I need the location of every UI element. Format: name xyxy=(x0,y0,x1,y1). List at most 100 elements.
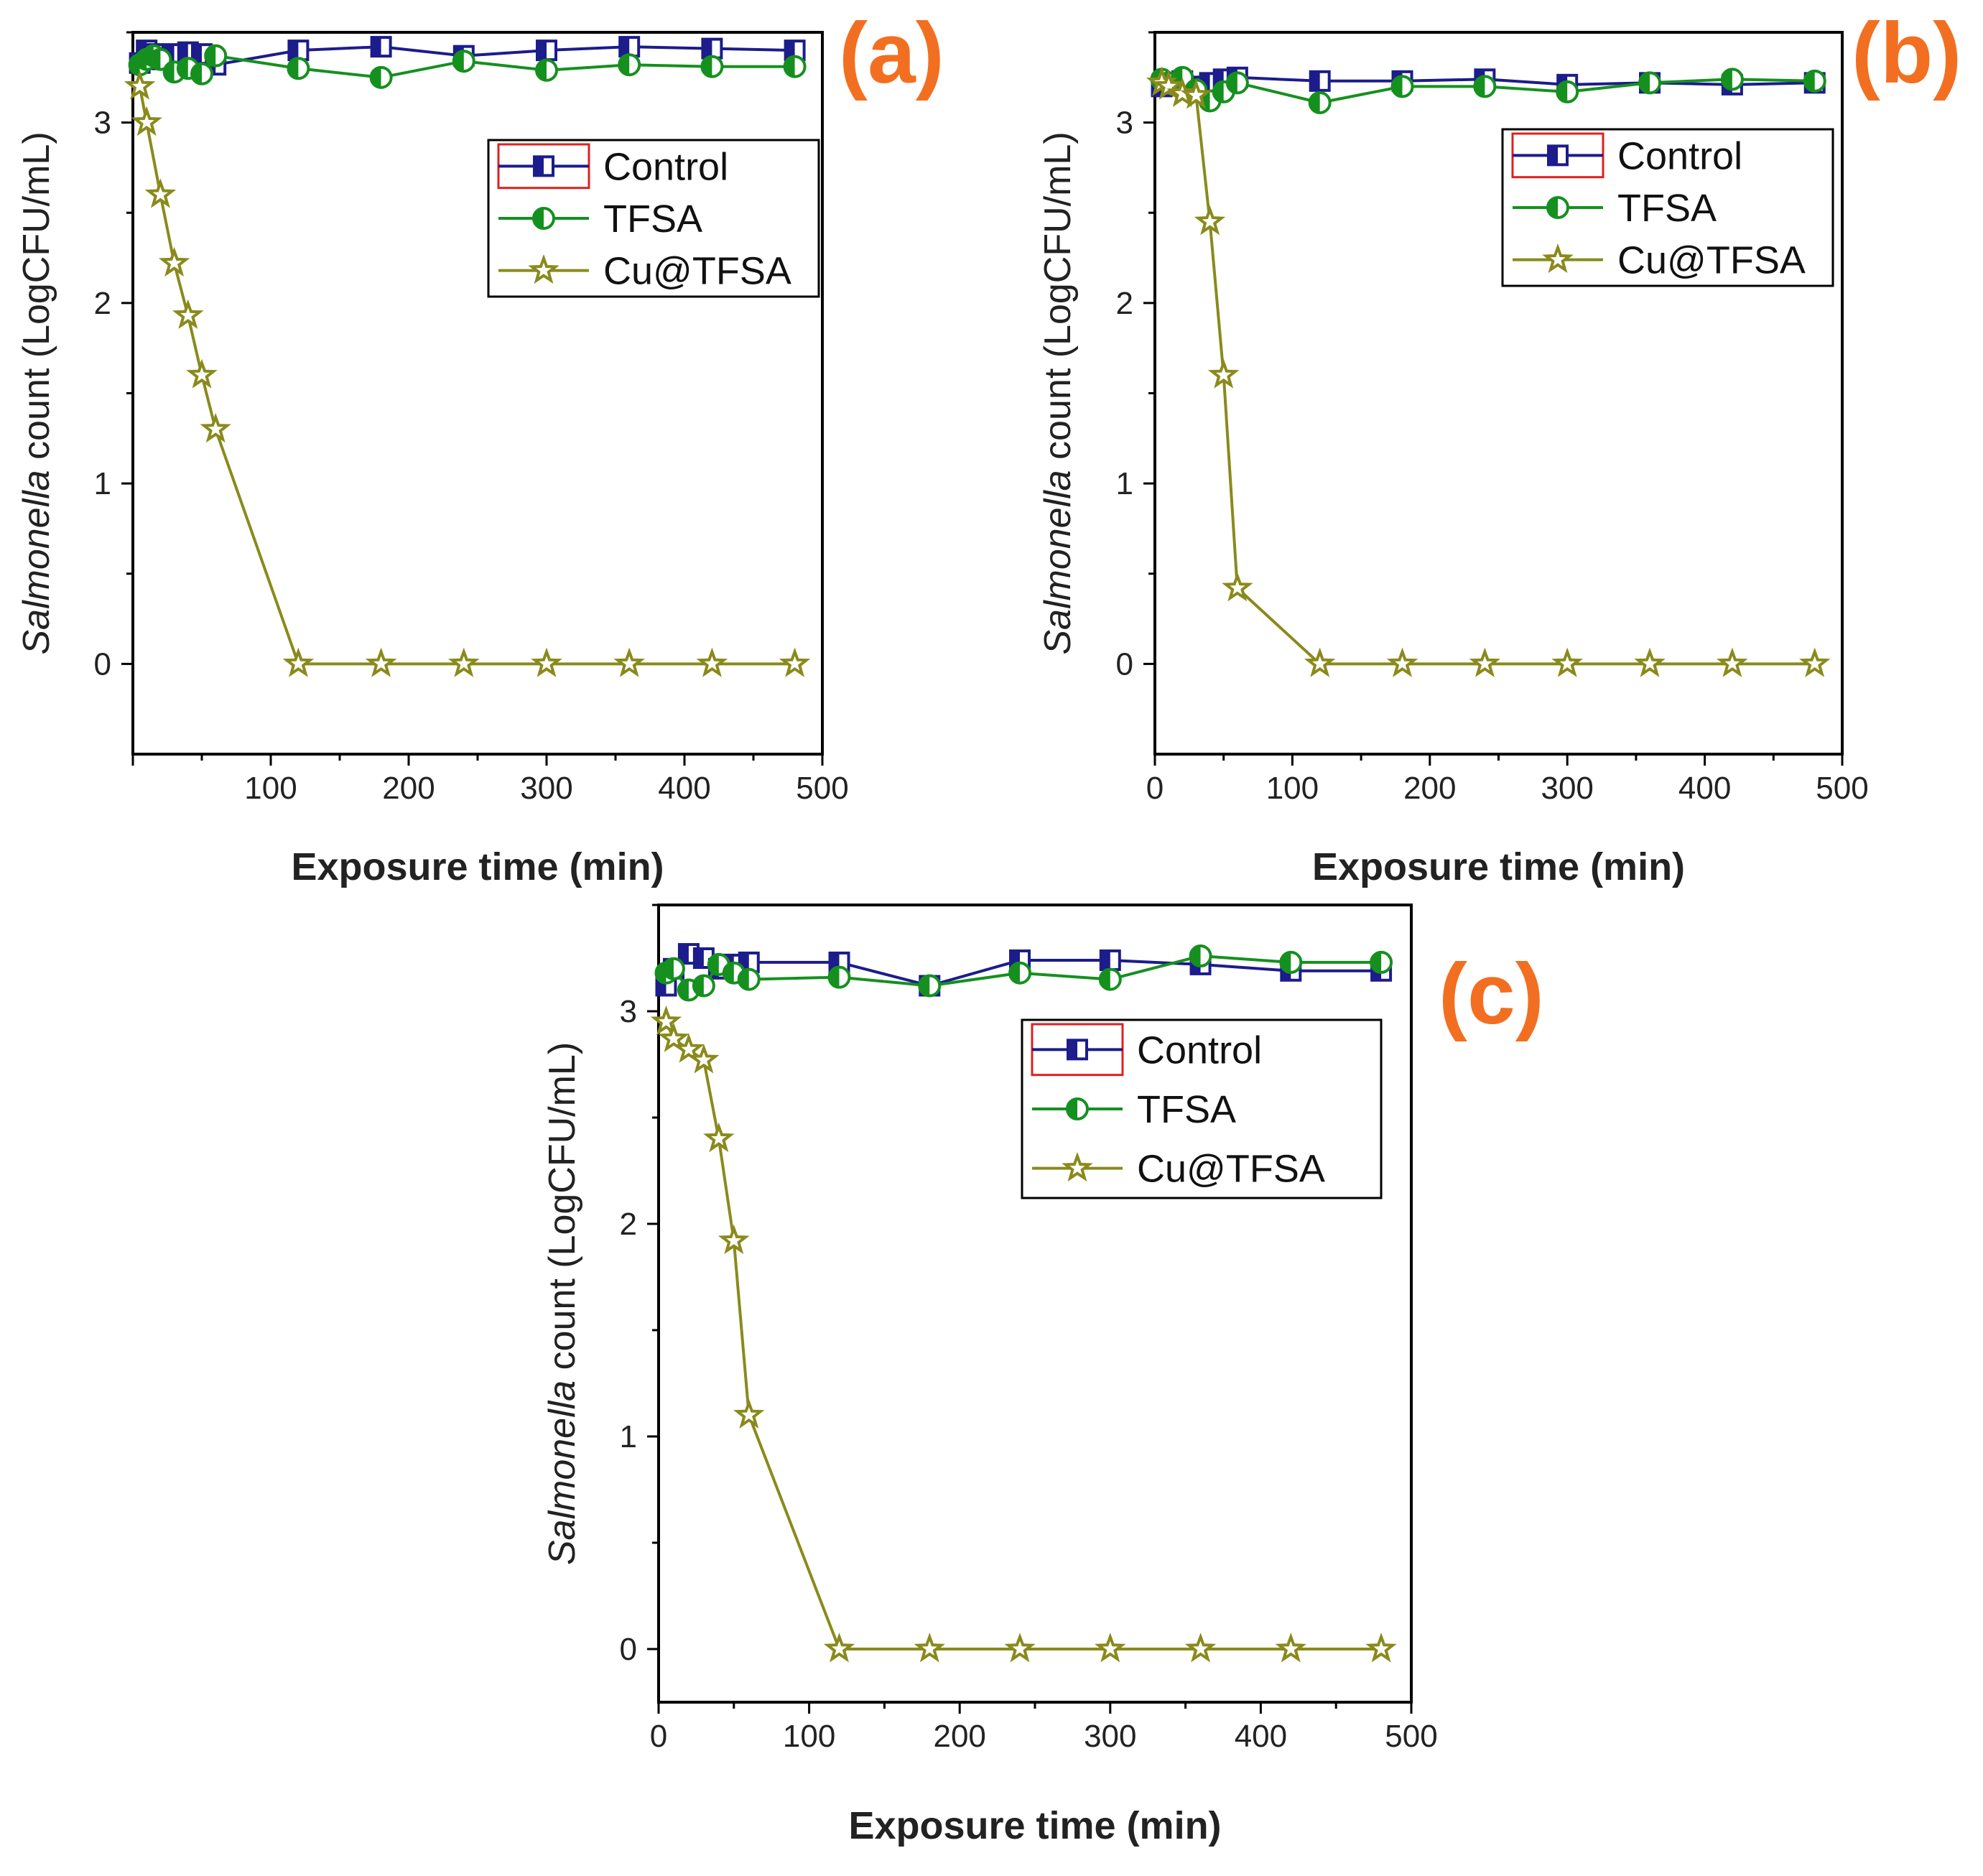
panel-b-tfsa-point-fill xyxy=(1640,73,1650,93)
panel-b-tfsa-point-fill xyxy=(1227,73,1237,93)
panel-b-x-tick-label: 100 xyxy=(1266,771,1319,806)
panel-a-legend-control-marker-fill xyxy=(534,157,544,176)
panel-a-cu-tfsa-point xyxy=(144,178,177,208)
panel-a-series-cu-tfsa xyxy=(124,70,811,677)
panel-b-y-tick-label: 2 xyxy=(1116,286,1133,321)
panel-b-cu-tfsa-point xyxy=(1799,647,1831,677)
panel-c-cu-tfsa-point xyxy=(1004,1633,1036,1663)
panel-b-legend-cu-tfsa-marker xyxy=(1542,243,1574,274)
panel-c-tfsa-point-fill xyxy=(1190,946,1201,967)
panel-c-tfsa-point-fill xyxy=(678,980,689,1000)
panel-c-y-axis-title-rest: count (LogCFU/mL) xyxy=(542,1042,583,1380)
panel-c-chart: 0 100 200 300 400 500 0 1 2 3 Exposure time (min) S… xyxy=(542,904,1544,1847)
panel-c-legend-control-marker-fill xyxy=(1068,1040,1077,1059)
panel-a-tfsa-point-fill xyxy=(288,58,299,79)
panel-c-tfsa-point-fill xyxy=(663,958,674,979)
panel-a-y-tick-label: 2 xyxy=(94,286,111,321)
panel-c-control-point-fill xyxy=(694,949,704,967)
panel-a-tfsa-point-fill xyxy=(150,49,161,70)
panel-c-tfsa-point-fill xyxy=(723,962,734,983)
panel-b-x-tick-label: 300 xyxy=(1541,771,1593,806)
panel-a-y-axis-title-rest: count (LogCFU/mL) xyxy=(16,131,57,470)
panel-c-cu-tfsa-point xyxy=(658,1022,689,1052)
panel-c-y-tick-label: 0 xyxy=(620,1632,637,1667)
panel-b-tfsa-point-fill xyxy=(1475,76,1485,97)
panel-b-cu-tfsa-point xyxy=(1304,647,1336,677)
panel-b-cu-tfsa-point xyxy=(1166,77,1198,107)
panel-a-cu-tfsa-point xyxy=(131,106,162,136)
panel-a-legend-tfsa-label: TFSA xyxy=(603,198,702,241)
panel-a-cu-tfsa-point xyxy=(282,647,315,677)
panel-b-y-axis-title: Salmonella count (LogCFU/mL) xyxy=(1037,131,1079,654)
panel-a-tfsa-point-fill xyxy=(453,51,464,72)
panel-c-legend-cu-tfsa-label: Cu@TFSA xyxy=(1137,1148,1325,1191)
panel-c-label: (c) xyxy=(1439,946,1544,1042)
panel-a-control-point-fill xyxy=(371,37,381,57)
panel-a-x-tick-label: 100 xyxy=(244,771,297,806)
panel-b-y-axis-title-rest: count (LogCFU/mL) xyxy=(1037,131,1079,470)
panel-b-legend-tfsa-marker-fill xyxy=(1548,198,1558,218)
panel-a-cu-tfsa-point xyxy=(613,647,645,677)
panel-c-legend-control-label: Control xyxy=(1137,1028,1262,1072)
panel-b-cu-tfsa-point xyxy=(1469,647,1501,677)
panel-b-legend: Control TFSA Cu@TFSA xyxy=(1501,128,1834,287)
panel-b-legend-cu-tfsa-label: Cu@TFSA xyxy=(1617,239,1806,282)
panel-c-tfsa-point-fill xyxy=(1281,952,1291,972)
panel-b-cu-tfsa-point xyxy=(1207,358,1240,389)
panel-c-cu-tfsa-point xyxy=(823,1633,855,1663)
panel-a-cu-tfsa-point xyxy=(200,412,231,443)
panel-a-tfsa-point-fill xyxy=(702,56,712,77)
panel-c-y-axis-title-italic: Salmonella xyxy=(542,1380,583,1565)
panel-c-tfsa-point-fill xyxy=(829,967,840,988)
panel-c-series-cu-tfsa xyxy=(650,1005,1397,1663)
panel-c-x-tick-label: 0 xyxy=(650,1719,667,1754)
panel-a-tfsa-point-fill xyxy=(205,45,216,66)
panel-a-cu-tfsa-point xyxy=(365,647,397,677)
panel-a-cu-tfsa-point xyxy=(172,299,204,329)
panel-b-y-tick-label: 0 xyxy=(1116,646,1133,682)
panel-a-y-tick-label: 3 xyxy=(94,106,111,141)
panel-a-control-point-fill xyxy=(537,41,547,60)
panel-c-cu-tfsa-point xyxy=(718,1224,750,1255)
panel-a-tfsa-point-fill xyxy=(177,58,188,79)
panel-b-cu-tfsa-point xyxy=(1717,647,1748,677)
panel-a-y-tick-label: 0 xyxy=(94,646,111,682)
panel-b-y-axis-title-italic: Salmonella xyxy=(1037,470,1079,654)
panel-b-control-point-fill xyxy=(1310,71,1320,90)
panel-c-tfsa-point-fill xyxy=(738,969,749,990)
panel-b-legend-control-marker-fill xyxy=(1548,146,1558,165)
panel-a-tfsa-point-fill xyxy=(537,60,547,80)
panel-a-control-point-fill xyxy=(702,39,712,58)
panel-b-cu-tfsa-point xyxy=(1194,205,1226,236)
panel-a-cu-tfsa-line xyxy=(138,86,795,666)
panel-a-tfsa-point-fill xyxy=(164,62,175,83)
panel-c-control-point-fill xyxy=(679,944,689,964)
panel-c-x-tick-label: 500 xyxy=(1385,1719,1437,1754)
panel-c-cu-tfsa-point xyxy=(1275,1633,1307,1663)
panel-c-tfsa-point-fill xyxy=(1371,952,1382,972)
panel-a-control-point-fill xyxy=(289,41,299,60)
panel-c-legend-tfsa-marker-fill xyxy=(1067,1099,1077,1119)
panel-c-x-tick-label: 300 xyxy=(1084,1719,1136,1754)
panel-a-x-tick-label: 400 xyxy=(658,771,710,806)
panel-a-legend: Control TFSA Cu@TFSA xyxy=(487,139,820,298)
panel-b-series-cu-tfsa xyxy=(1146,66,1831,677)
panel-a-cu-tfsa-point xyxy=(124,70,156,100)
panel-a-y-tick-label: 1 xyxy=(94,466,111,501)
panel-a-tfsa-point-fill xyxy=(784,56,795,77)
panel-a-cu-tfsa-point xyxy=(448,647,480,677)
panel-a-cu-tfsa-point xyxy=(158,246,190,277)
panel-a-tfsa-point-fill xyxy=(192,63,202,84)
panel-c-cu-tfsa-point xyxy=(650,1005,682,1036)
panel-c-tfsa-point-fill xyxy=(1010,962,1021,983)
panel-b-cu-tfsa-point xyxy=(1222,572,1253,602)
panel-a-chart: 100 200 300 400 500 0 1 2 3 Exposure time (min) Sa… xyxy=(16,5,944,888)
panel-b-label: (b) xyxy=(1852,5,1961,101)
panel-b-tfsa-point-fill xyxy=(1557,81,1568,102)
panel-a-cu-tfsa-point xyxy=(531,647,562,677)
panel-a-y-axis-title: Salmonella count (LogCFU/mL) xyxy=(16,131,57,654)
panel-b-x-tick-label: 500 xyxy=(1816,771,1868,806)
panel-a-x-tick-label: 300 xyxy=(520,771,572,806)
panel-c-y-tick-label: 1 xyxy=(620,1419,637,1454)
